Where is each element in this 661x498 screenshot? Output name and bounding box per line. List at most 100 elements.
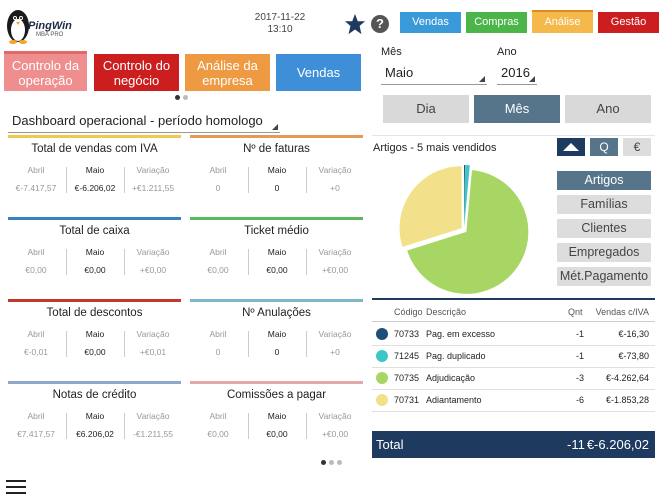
chart-view-button[interactable] — [557, 138, 585, 156]
kpi-cur: Maio €0,00 — [67, 247, 123, 275]
divider — [124, 249, 125, 275]
mes-select[interactable]: Maio — [381, 62, 487, 85]
category-button-empregados[interactable]: Empregados — [557, 243, 651, 262]
kpi-prev-value: €-7.417,57 — [15, 183, 57, 193]
kpi-title: Total de descontos — [8, 299, 181, 321]
kpi-card[interactable]: Comissões a pagar Abril €0,00 Maio €0,00… — [190, 381, 363, 451]
divider — [124, 413, 125, 439]
kpi-prev-label: Abril — [209, 247, 227, 257]
table-row[interactable]: 70731 Adiantamento -6 €-1.853,28 — [372, 389, 655, 412]
category-button-mtpagamento[interactable]: Mét.Pagamento — [557, 267, 651, 286]
top-button-vendas[interactable]: Vendas — [400, 12, 461, 33]
kpi-var-value: +€0,00 — [139, 265, 167, 275]
tab-ano[interactable]: Ano — [565, 95, 651, 123]
divider — [248, 331, 249, 357]
kpi-card[interactable]: Total de vendas com IVA Abril €-7.417,57… — [8, 135, 181, 205]
kpi-prev-label: Abril — [209, 329, 227, 339]
kpi-var-label: Variação — [136, 411, 170, 421]
kpi-values: Abril €7.417,57 Maio €6.206,02 Variação … — [8, 403, 181, 449]
page-dot[interactable] — [329, 460, 334, 465]
kpi-values: Abril €0,00 Maio €0,00 Variação +€0,00 — [190, 239, 363, 285]
category-button-famlias[interactable]: Famílias — [557, 195, 651, 214]
page-dot[interactable] — [337, 460, 342, 465]
divider — [248, 167, 249, 193]
page-dot-active[interactable] — [321, 460, 326, 465]
kpi-prev-value: €-0,01 — [23, 347, 49, 357]
kpi-var-value: +0 — [330, 347, 340, 357]
table-row[interactable]: 70733 Pag. em excesso -1 €-16,30 — [372, 323, 655, 346]
total-qnt: -11 — [567, 437, 585, 452]
kpi-var-label: Variação — [136, 165, 170, 175]
quantity-view-button[interactable]: Q — [590, 138, 618, 156]
dropdown-corner-icon — [529, 76, 535, 82]
pie-slice-70735[interactable] — [407, 170, 529, 294]
series-color-dot — [376, 350, 388, 362]
tile-label: Controlo do negócio — [102, 57, 171, 88]
kpi-prev-label: Abril — [27, 247, 45, 257]
divider — [124, 167, 125, 193]
kpi-var: Variação +€0,00 — [307, 247, 363, 275]
kpi-card[interactable]: Nº Anulações Abril 0 Maio 0 Variação +0 — [190, 299, 363, 369]
tile-controlo-operacao[interactable]: Controlo da operação — [4, 51, 87, 91]
series-color-dot — [376, 372, 388, 384]
pie-slice-70731[interactable] — [399, 166, 462, 247]
favorite-star-icon[interactable] — [344, 13, 366, 35]
kpi-card[interactable]: Total de caixa Abril €0,00 Maio €0,00 Va… — [8, 217, 181, 287]
kpi-values: Abril 0 Maio 0 Variação +0 — [190, 321, 363, 367]
hamburger-menu-icon[interactable] — [6, 480, 26, 494]
kpi-prev: Abril €7.417,57 — [8, 411, 64, 439]
tile-controlo-negocio[interactable]: Controlo do negócio — [94, 54, 179, 91]
help-icon[interactable]: ? — [371, 15, 389, 33]
top-button-compras[interactable]: Compras — [466, 12, 527, 33]
tile-analise-empresa[interactable]: Análise da empresa — [185, 54, 270, 91]
divider — [306, 413, 307, 439]
kpi-card[interactable]: Notas de crédito Abril €7.417,57 Maio €6… — [8, 381, 181, 451]
page-dot-active[interactable] — [175, 95, 180, 100]
kpi-prev: Abril €0,00 — [190, 247, 246, 275]
table-row[interactable]: 71245 Pag. duplicado -1 €-73,80 — [372, 345, 655, 368]
dashboard-select[interactable]: Dashboard operacional - período homologo — [8, 110, 280, 133]
chart-mountain-icon — [563, 143, 579, 151]
kpi-cur: Maio €-6.206,02 — [67, 165, 123, 193]
kpi-card[interactable]: Total de descontos Abril €-0,01 Maio €0,… — [8, 299, 181, 369]
kpi-card[interactable]: Nº de faturas Abril 0 Maio 0 Variação +0 — [190, 135, 363, 205]
kpi-var: Variação +€1.211,55 — [125, 165, 181, 193]
pie-slice-70733[interactable] — [464, 165, 466, 228]
pingwin-logo — [7, 10, 29, 44]
table-row[interactable]: 70735 Adjudicação -3 €-4.262,64 — [372, 367, 655, 390]
row-qnt: -1 — [576, 329, 585, 339]
kpi-card[interactable]: Ticket médio Abril €0,00 Maio €0,00 Vari… — [190, 217, 363, 287]
ano-select[interactable]: 2016 — [497, 62, 537, 85]
kpi-prev-value: €0,00 — [207, 429, 229, 439]
value-view-button[interactable]: € — [623, 138, 651, 156]
divider — [372, 135, 655, 136]
row-desc: Pag. duplicado — [426, 351, 486, 361]
kpi-prev: Abril €-0,01 — [8, 329, 64, 357]
kpi-var-label: Variação — [136, 329, 170, 339]
pie-slice-71245[interactable] — [464, 165, 470, 228]
top-button-gestao[interactable]: Gestão — [598, 12, 659, 33]
kpi-prev-label: Abril — [27, 165, 45, 175]
row-desc: Adiantamento — [426, 395, 482, 405]
tile-label: Vendas — [296, 65, 341, 80]
tile-vendas[interactable]: Vendas — [276, 54, 361, 91]
kpi-var-label: Variação — [318, 411, 352, 421]
kpi-title: Total de caixa — [8, 217, 181, 239]
kpi-var-value: +0 — [330, 183, 340, 193]
row-code: 71245 — [394, 351, 420, 361]
row-sales: €-4.262,64 — [605, 373, 649, 383]
tab-dia[interactable]: Dia — [383, 95, 469, 123]
tab-mes[interactable]: Mês — [474, 95, 560, 123]
kpi-prev-label: Abril — [209, 411, 227, 421]
row-sales: €-73,80 — [618, 351, 649, 361]
top-button-analise[interactable]: Análise — [532, 10, 593, 33]
kpi-cur: Maio 0 — [249, 165, 305, 193]
category-button-artigos[interactable]: Artigos — [557, 171, 651, 190]
divider — [66, 249, 67, 275]
row-desc: Adjudicação — [426, 373, 476, 383]
category-button-clientes[interactable]: Clientes — [557, 219, 651, 238]
divider — [248, 413, 249, 439]
page-dot[interactable] — [183, 95, 188, 100]
divider — [248, 249, 249, 275]
total-label: Total — [376, 437, 404, 452]
